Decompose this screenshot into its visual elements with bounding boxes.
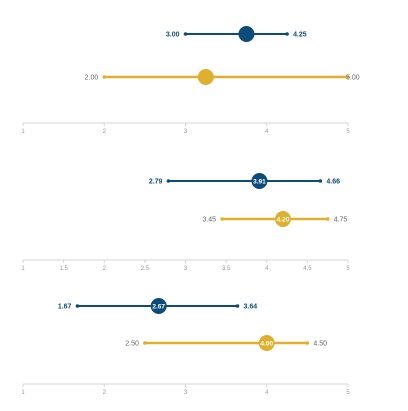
range-high-point — [318, 179, 323, 183]
x-tick-label: 3 — [184, 266, 188, 272]
x-tick-label: 3 — [184, 390, 188, 396]
mean-point — [197, 69, 214, 85]
x-tick-label: 1 — [21, 390, 25, 396]
range-high-point — [285, 32, 289, 36]
range-low-label: 2.79 — [149, 179, 163, 186]
x-tick-label: 5 — [346, 390, 350, 396]
x-tick-label: 1 — [21, 266, 25, 272]
x-tick-label: 1 — [21, 129, 25, 135]
mean-point — [150, 298, 167, 314]
range-high-label: 4.50 — [313, 341, 327, 348]
range-low-label: 3.00 — [166, 32, 180, 39]
x-tick-label: 1.5 — [59, 266, 68, 272]
range-high-label: 4.75 — [334, 217, 348, 224]
x-tick-label: 2 — [103, 266, 107, 272]
range-low-point — [166, 179, 171, 183]
range-high-label: 3.64 — [244, 304, 258, 311]
mean-point — [275, 211, 291, 227]
range-low-label: 2.50 — [125, 341, 139, 348]
mean-point — [251, 173, 268, 189]
x-tick-label: 5 — [346, 129, 350, 135]
mean-label: 4.20 — [277, 216, 290, 223]
x-tick-label: 2.5 — [141, 266, 150, 272]
x-tick-label: 3.5 — [222, 266, 231, 272]
x-tick-label: 4.5 — [303, 266, 312, 272]
mean-label: 4.00 — [260, 340, 273, 347]
x-tick-label: 3 — [184, 129, 188, 135]
x-tick-label: 2 — [103, 129, 107, 135]
x-tick-label: 4 — [265, 266, 269, 272]
x-tick-label: 4 — [265, 390, 269, 396]
range-low-label: 2.00 — [85, 75, 99, 82]
mean-label: 2.67 — [152, 303, 165, 310]
range-high-label: 4.25 — [293, 32, 307, 39]
mean-label: 3.91 — [253, 178, 266, 185]
range-low-point — [183, 32, 188, 36]
range-high-label: 4.66 — [326, 179, 340, 186]
range-low-point — [75, 304, 80, 308]
range-low-point — [220, 217, 224, 221]
range-high-point — [346, 75, 350, 79]
mean-point — [238, 26, 255, 42]
range-high-label: 5.00 — [346, 75, 360, 82]
range-high-point — [235, 304, 240, 308]
range-low-label: 3.45 — [202, 217, 216, 224]
range-low-point — [102, 75, 107, 79]
x-tick-label: 4 — [265, 129, 269, 135]
range-low-point — [143, 341, 147, 345]
x-tick-label: 2 — [103, 390, 107, 396]
range-low-label: 1.67 — [58, 304, 72, 311]
mean-point — [258, 335, 275, 351]
x-tick-label: 5 — [346, 266, 350, 272]
range-high-point — [305, 341, 310, 345]
range-high-point — [325, 217, 330, 221]
